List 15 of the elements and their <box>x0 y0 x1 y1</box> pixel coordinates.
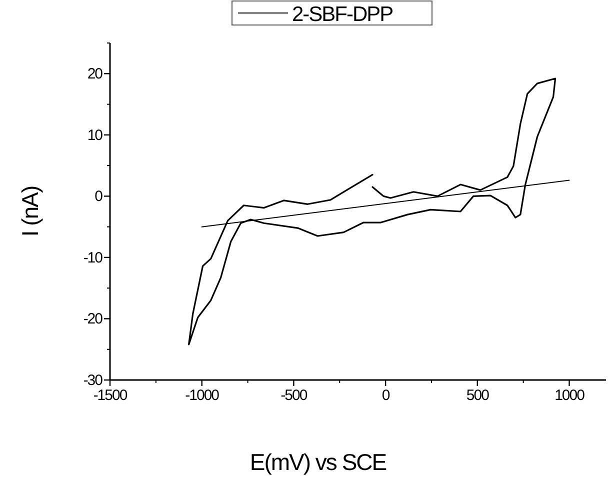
y-tick-label: -30 <box>83 372 103 389</box>
x-tick-label: -1500 <box>93 387 128 404</box>
y-tick-label: -10 <box>83 249 103 266</box>
x-tick-label: -500 <box>280 387 308 404</box>
y-tick-label: 10 <box>87 126 103 144</box>
x-tick-label: 1000 <box>554 387 585 404</box>
x-tick-label: 0 <box>382 387 390 404</box>
x-tick-label: -1000 <box>185 387 220 404</box>
y-axis-title: I (nA) <box>17 186 43 237</box>
y-tick-label: -20 <box>83 310 103 328</box>
x-tick-label: 500 <box>466 387 490 404</box>
legend-label: 2-SBF-DPP <box>292 3 393 26</box>
x-axis-title: E(mV) vs SCE <box>250 449 387 475</box>
y-tick-label: 0 <box>94 188 103 206</box>
y-tick-label: 20 <box>87 66 103 83</box>
